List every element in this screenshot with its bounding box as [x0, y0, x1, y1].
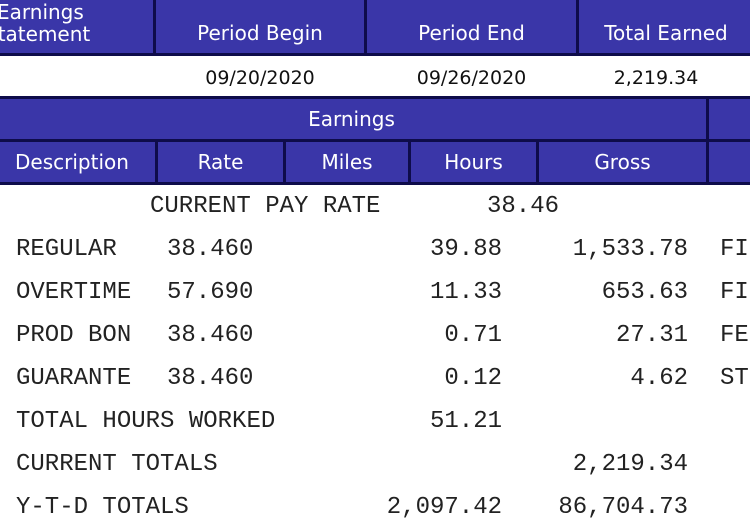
current-totals-value: 2,219.34	[572, 451, 688, 478]
earnings-title-label: Earnings	[0, 0, 84, 24]
row-overtime-side-code: FI	[720, 279, 749, 306]
period-begin-value: 09/20/2020	[205, 67, 315, 89]
ytd-gross-value: 86,704.73	[558, 494, 688, 521]
row-guarante-description: GUARANTE	[16, 365, 132, 392]
row-overtime-rate: 57.690	[167, 279, 254, 306]
row-prod-bon-hours: 0.71	[444, 322, 502, 349]
row-guarante-hours: 0.12	[444, 365, 502, 392]
row-guarante-side-code: ST	[720, 365, 749, 392]
current-pay-rate-label: CURRENT PAY RATE	[150, 193, 381, 220]
total-earned-header: Total Earned	[576, 0, 750, 56]
ytd-hours-value: 2,097.42	[386, 494, 502, 521]
column-header-miles: Miles	[283, 139, 411, 185]
statement-title-label: Statement	[0, 22, 91, 46]
row-prod-bon-description: PROD BON	[16, 322, 132, 349]
row-prod-bon-gross: 27.31	[615, 322, 688, 349]
ytd-totals-label: Y-T-D TOTALS	[16, 494, 189, 521]
current-pay-rate-value: 38.46	[487, 193, 560, 220]
column-header-hours: Hours	[408, 139, 539, 185]
total-earned-value: 2,219.34	[613, 67, 699, 89]
row-prod-bon-side-code: FE	[720, 322, 749, 349]
column-header-gross: Gross	[536, 139, 709, 185]
total-hours-worked-value: 51.21	[429, 408, 502, 435]
column-header-description: Description	[0, 139, 158, 185]
row-overtime-hours: 11.33	[429, 279, 502, 306]
earnings-section-header-extra	[706, 96, 750, 142]
row-regular-description: REGULAR	[16, 236, 117, 263]
period-end-value: 09/26/2020	[416, 67, 527, 89]
row-guarante-rate: 38.460	[167, 365, 254, 392]
row-prod-bon-rate: 38.460	[167, 322, 254, 349]
row-regular-hours: 39.88	[429, 236, 502, 263]
period-begin-header: Period Begin	[153, 0, 367, 56]
total-hours-worked-label: TOTAL HOURS WORKED	[16, 408, 276, 435]
column-header-rate: Rate	[155, 139, 286, 185]
row-regular-gross: 1,533.78	[572, 236, 688, 263]
earnings-statement-header: Earnings Statement	[0, 0, 156, 56]
current-totals-label: CURRENT TOTALS	[16, 451, 218, 478]
row-guarante-gross: 4.62	[630, 365, 688, 392]
column-header-extra	[706, 139, 750, 185]
row-overtime-gross: 653.63	[601, 279, 688, 306]
period-end-header: Period End	[364, 0, 579, 56]
row-regular-rate: 38.460	[167, 236, 254, 263]
earnings-section-header: Earnings	[0, 96, 709, 142]
row-regular-side-code: FI	[720, 236, 749, 263]
row-overtime-description: OVERTIME	[16, 279, 132, 306]
